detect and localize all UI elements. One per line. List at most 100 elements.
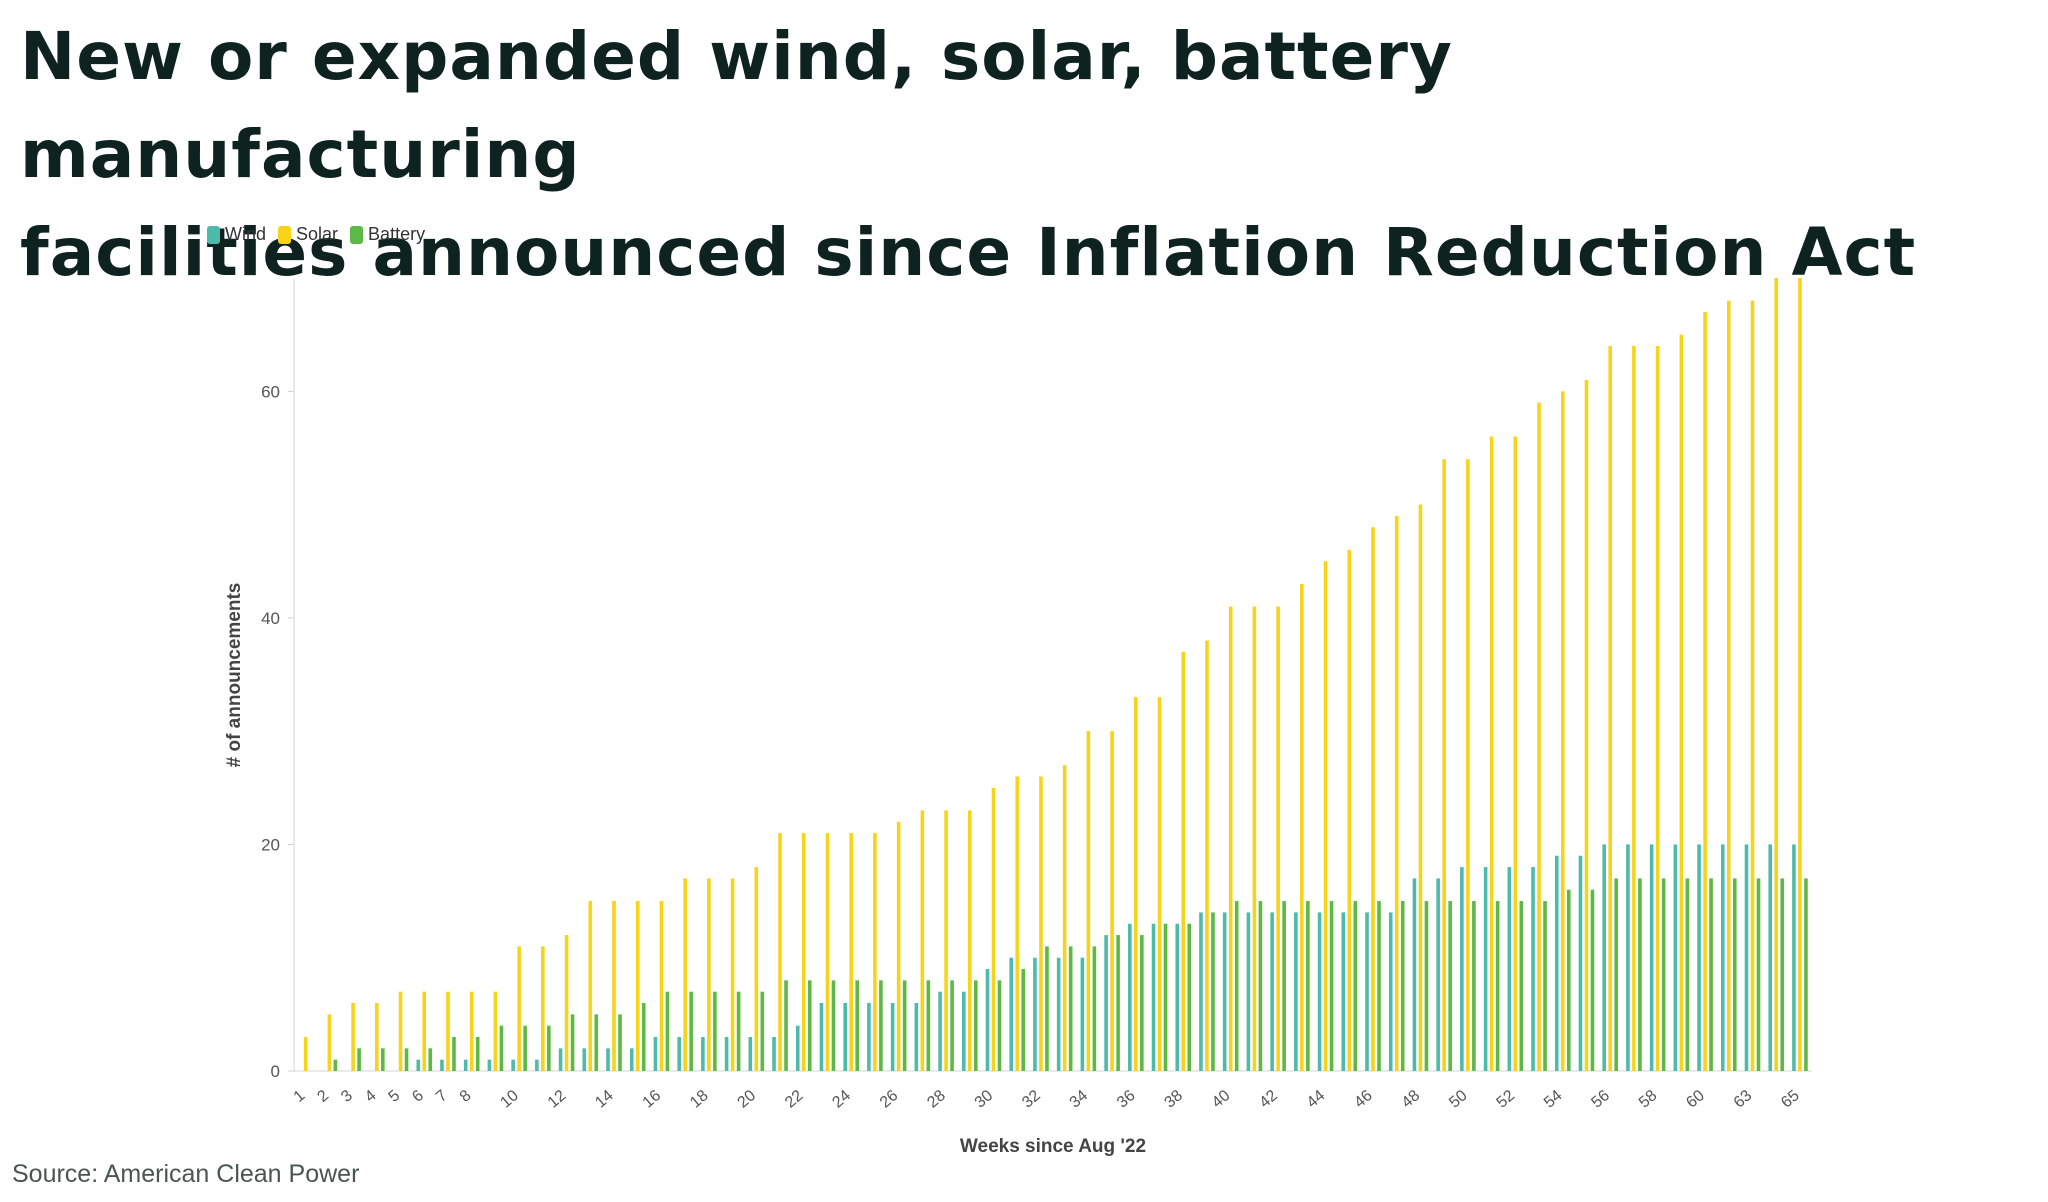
bar-solar — [1276, 606, 1280, 1071]
bar-battery — [333, 1059, 338, 1071]
bar-battery — [1780, 878, 1785, 1071]
bar-wind — [535, 1059, 539, 1071]
bar-solar — [1703, 311, 1707, 1071]
legend-item-wind[interactable]: Wind — [207, 224, 266, 245]
bar-solar — [991, 787, 996, 1071]
bar-solar — [849, 833, 853, 1071]
bar-battery — [1377, 901, 1381, 1071]
x-tick-label: 58 — [1636, 1087, 1661, 1112]
bar-battery — [1472, 901, 1476, 1071]
legend-item-battery[interactable]: Battery — [350, 224, 425, 245]
x-tick-label: 48 — [1399, 1087, 1424, 1112]
bar-battery — [1329, 901, 1334, 1071]
bar-solar — [541, 946, 545, 1071]
bar-wind — [1483, 867, 1488, 1071]
bar-battery — [973, 980, 978, 1071]
bar-wind — [582, 1048, 587, 1071]
bar-battery — [1804, 878, 1808, 1071]
bar-solar — [967, 810, 972, 1071]
bar-wind — [463, 1059, 468, 1071]
x-tick-label: 5 — [386, 1087, 404, 1106]
bar-wind — [1104, 935, 1108, 1071]
x-tick-label: 12 — [545, 1087, 570, 1112]
bar-solar — [1371, 527, 1375, 1071]
bar-wind — [1602, 844, 1606, 1071]
title-line-2: facilities announced since Inflation Red… — [20, 214, 1917, 291]
bar-wind — [1341, 912, 1346, 1071]
bar-battery — [570, 1014, 575, 1071]
x-tick-label: 36 — [1114, 1087, 1139, 1112]
bar-wind — [558, 1048, 563, 1071]
bar-battery — [1187, 923, 1192, 1071]
bar-solar — [778, 833, 782, 1071]
y-tick-label: 40 — [261, 609, 280, 628]
bar-battery — [1495, 901, 1500, 1071]
bar-solar — [1798, 278, 1802, 1071]
bar-solar — [1655, 345, 1660, 1072]
bar-wind — [1792, 844, 1796, 1071]
legend-label-wind: Wind — [225, 224, 267, 244]
x-tick-label: 6 — [409, 1087, 427, 1106]
bar-battery — [428, 1048, 433, 1071]
bar-solar — [1537, 402, 1541, 1071]
bar-solar — [1726, 300, 1731, 1071]
x-tick-label: 38 — [1161, 1087, 1186, 1112]
bar-solar — [1513, 436, 1518, 1072]
bar-solar — [1632, 345, 1636, 1072]
x-tick-label: 14 — [592, 1087, 617, 1112]
x-tick-label: 52 — [1494, 1087, 1519, 1112]
bar-solar — [1750, 300, 1755, 1071]
bar-solar — [1157, 697, 1162, 1071]
bar-battery — [381, 1048, 385, 1071]
bar-wind — [1080, 957, 1085, 1071]
legend-item-solar[interactable]: Solar — [278, 224, 338, 245]
bar-wind — [1531, 867, 1535, 1071]
bar-solar — [1015, 776, 1020, 1071]
x-tick-label: 32 — [1019, 1087, 1044, 1112]
bar-battery — [665, 991, 670, 1071]
bar-battery — [499, 1025, 504, 1071]
bar-wind — [890, 1003, 895, 1071]
bar-battery — [1258, 901, 1263, 1071]
bar-solar — [375, 1003, 379, 1071]
y-axis-title: # of announcements — [224, 583, 245, 768]
bar-solar — [873, 833, 877, 1071]
bar-wind — [985, 969, 990, 1071]
bar-wind — [1365, 912, 1369, 1071]
bar-wind — [867, 1003, 871, 1071]
bar-solar — [1347, 549, 1352, 1071]
bar-battery — [475, 1037, 480, 1071]
bar-battery — [523, 1025, 527, 1071]
bar-wind — [1578, 855, 1583, 1071]
bar-solar — [659, 901, 664, 1071]
bar-wind — [1626, 844, 1630, 1071]
x-tick-label: 26 — [877, 1087, 902, 1112]
bar-battery — [1566, 889, 1571, 1071]
legend-label-solar: Solar — [296, 224, 339, 244]
bar-wind — [1175, 923, 1180, 1071]
bar-wind — [1222, 912, 1227, 1071]
bar-solar — [1774, 278, 1779, 1071]
bar-wind — [1649, 844, 1654, 1071]
bar-battery — [855, 980, 859, 1071]
x-tick-label: 16 — [640, 1087, 665, 1112]
bar-battery — [547, 1025, 551, 1071]
bar-wind — [1151, 923, 1156, 1071]
bar-wind — [1246, 912, 1251, 1071]
legend-label-battery: Battery — [368, 224, 426, 244]
bar-solar — [446, 991, 450, 1071]
x-tick-label: 1 — [291, 1087, 309, 1106]
bar-wind — [440, 1059, 444, 1071]
bar-solar — [1062, 765, 1067, 1071]
x-tick-label: 42 — [1256, 1087, 1281, 1112]
bar-wind — [1460, 867, 1464, 1071]
x-tick-label: 54 — [1541, 1087, 1566, 1112]
x-tick-label: 44 — [1304, 1087, 1329, 1112]
x-axis-title: Weeks since Aug '22 — [960, 1136, 1146, 1157]
bar-wind — [1697, 844, 1701, 1071]
bar-solar — [1252, 606, 1257, 1071]
bar-wind — [1436, 878, 1440, 1071]
bar-wind — [1270, 912, 1274, 1071]
bar-wind — [1673, 844, 1678, 1071]
